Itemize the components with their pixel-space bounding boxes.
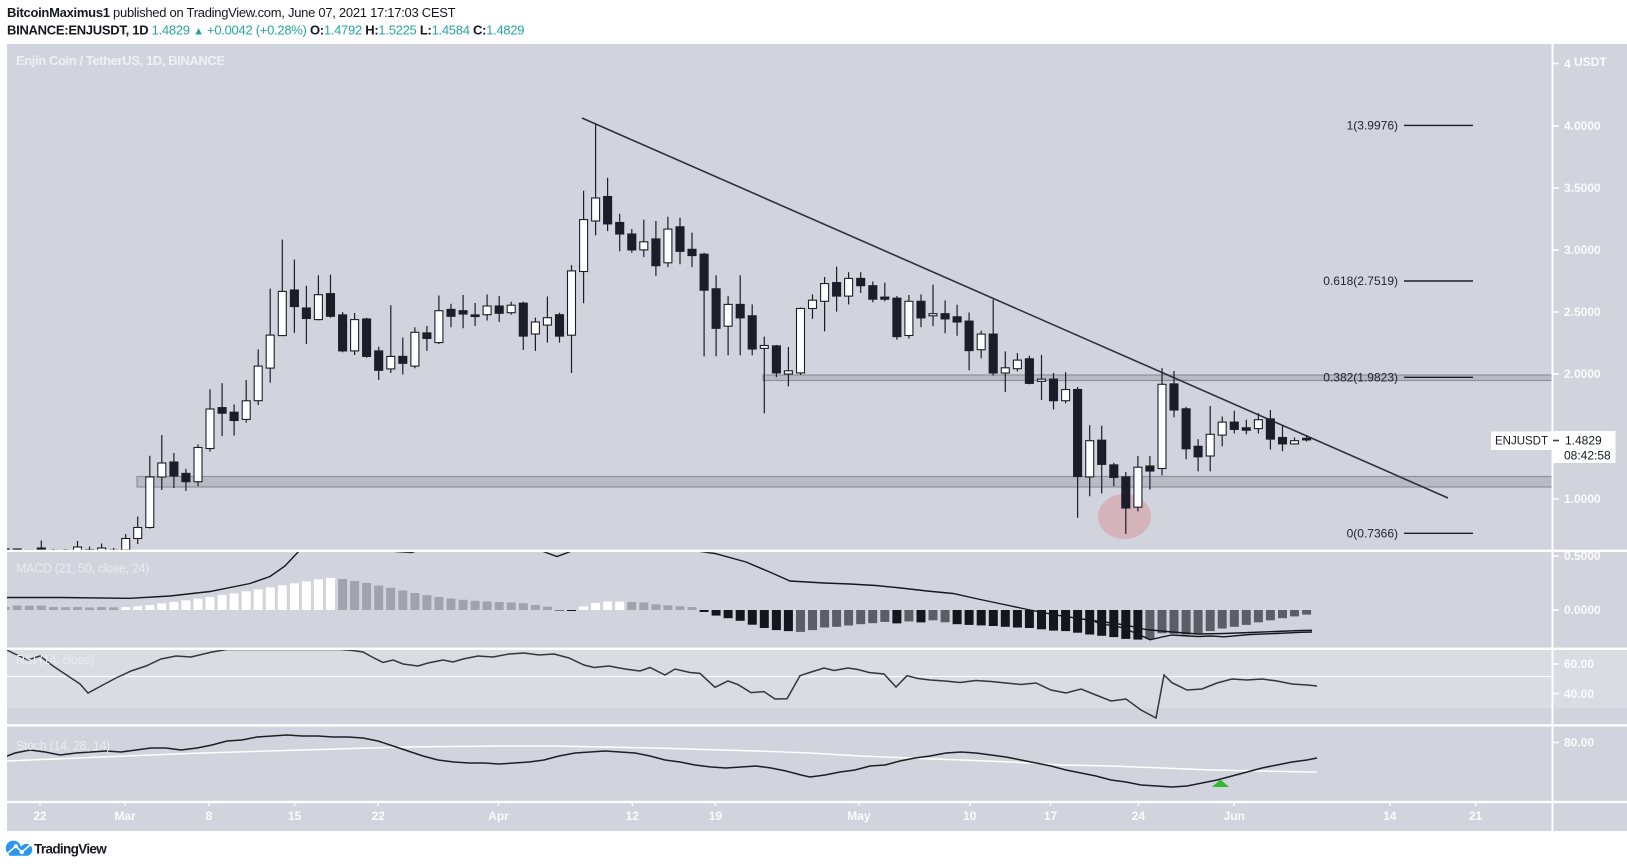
svg-text:40.00: 40.00 [1564,687,1594,701]
svg-text:Stoch (14, 28, 14): Stoch (14, 28, 14) [16,739,110,753]
svg-text:BINANCE:ENJUSDT, 1D 1.4829 ▲ +: BINANCE:ENJUSDT, 1D 1.4829 ▲ +0.0042 (+0… [7,23,524,38]
svg-text:17: 17 [1044,809,1058,823]
svg-text:2.5000: 2.5000 [1564,305,1601,319]
svg-text:08:42:58: 08:42:58 [1564,449,1611,463]
svg-text:24: 24 [1132,809,1146,823]
svg-text:Enjin Coin / TetherUS, 1D, BIN: Enjin Coin / TetherUS, 1D, BINANCE [16,53,225,68]
svg-text:Apr: Apr [488,809,509,823]
svg-text:0.382(1.9823): 0.382(1.9823) [1323,370,1398,384]
svg-text:RSI (14, close): RSI (14, close) [16,653,94,667]
svg-text:19: 19 [709,809,723,823]
svg-text:May: May [847,809,871,823]
svg-text:0.0000: 0.0000 [1564,603,1601,617]
svg-text:0.5000: 0.5000 [1564,549,1601,563]
svg-text:1.4829: 1.4829 [1565,434,1602,448]
svg-text:80.00: 80.00 [1564,736,1594,750]
svg-text:2.0000: 2.0000 [1564,367,1601,381]
svg-text:8: 8 [206,809,213,823]
svg-text:0.618(2.7519): 0.618(2.7519) [1323,274,1398,288]
svg-text:3.0000: 3.0000 [1564,243,1601,257]
svg-text:60.00: 60.00 [1564,657,1594,671]
svg-text:10: 10 [963,809,977,823]
svg-text:ENJUSDT: ENJUSDT [1495,436,1548,448]
svg-text:21: 21 [1469,809,1483,823]
svg-text:22: 22 [372,809,386,823]
svg-text:1.0000: 1.0000 [1564,492,1601,506]
svg-text:4 USDT: 4 USDT [1564,55,1607,71]
svg-text:Mar: Mar [115,809,137,823]
svg-text:Jun: Jun [1224,809,1245,823]
svg-text:22: 22 [33,809,47,823]
svg-text:12: 12 [626,809,640,823]
svg-text:0(0.7366): 0(0.7366) [1347,526,1398,540]
svg-text:1(3.9976): 1(3.9976) [1347,118,1398,132]
svg-text:BitcoinMaximus1 published on T: BitcoinMaximus1 published on TradingView… [7,5,456,20]
svg-text:TradingView: TradingView [34,842,107,857]
svg-text:MACD (21, 50, close, 24): MACD (21, 50, close, 24) [16,562,149,576]
svg-text:3.5000: 3.5000 [1564,181,1601,195]
svg-text:14: 14 [1383,809,1397,823]
svg-text:4.0000: 4.0000 [1564,119,1601,133]
svg-text:15: 15 [288,809,302,823]
